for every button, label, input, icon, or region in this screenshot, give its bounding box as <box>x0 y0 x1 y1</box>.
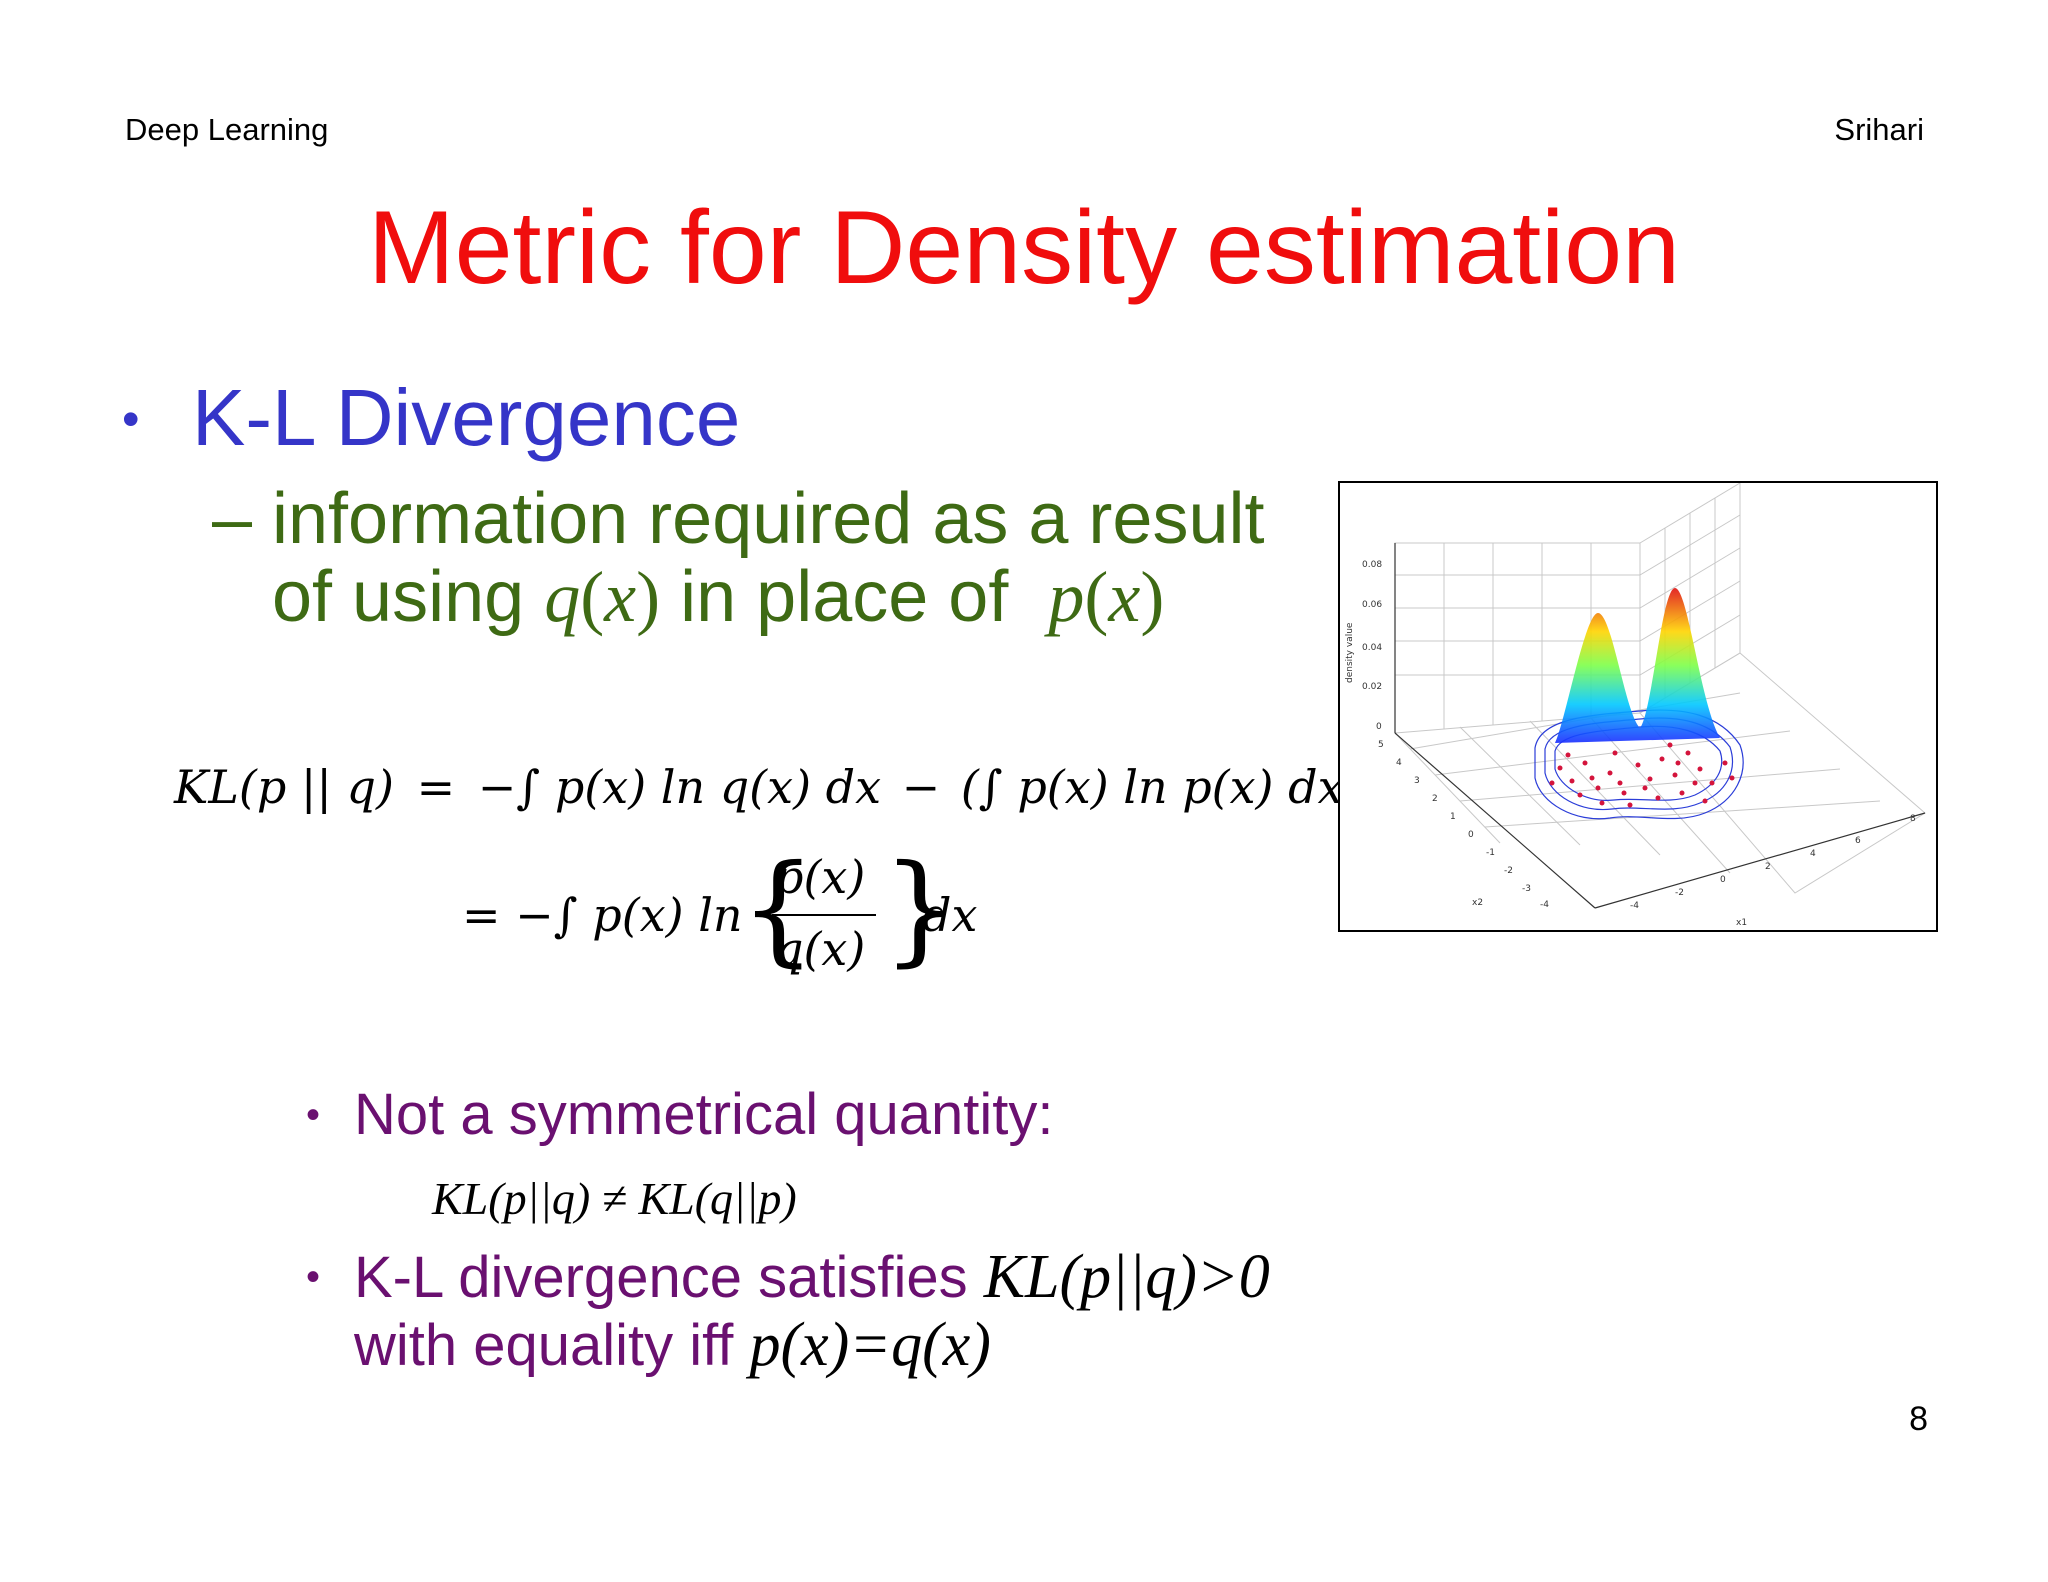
x2-tick-8: -3 <box>1522 884 1531 894</box>
plot-axes <box>1394 543 1926 909</box>
bullet-marker: • <box>306 1255 321 1299</box>
density-plot-svg: 0.08 0.06 0.04 0.02 0 density value 5 4 … <box>1345 482 1926 928</box>
density-plot-figure: 0.08 0.06 0.04 0.02 0 density value 5 4 … <box>1338 481 1938 932</box>
eq-lhs: KL(p || q) <box>174 760 394 814</box>
page-number: 8 <box>1909 1400 1928 1438</box>
x1-tick-0: -4 <box>1630 901 1639 911</box>
sub-line-1: information required as a result <box>272 479 1265 559</box>
x2-tick-7: -2 <box>1504 866 1513 876</box>
eq-numerator: p(x) <box>774 850 866 904</box>
sub-line-2: of using q(x) in place of p(x) <box>272 557 1165 637</box>
right-brace: } <box>882 840 959 979</box>
eq-line2-prefix: = −∫ p(x) ln <box>462 888 743 942</box>
z-tick-0: 0.08 <box>1362 560 1382 570</box>
sample-points <box>1549 742 1735 808</box>
x1-tick-6: 8 <box>1910 814 1916 824</box>
y-axis-label: density value <box>1345 622 1355 683</box>
bullet-marker: • <box>122 391 140 447</box>
slide-title: Metric for Density estimation <box>368 190 1680 306</box>
x2-tick-2: 3 <box>1414 776 1420 786</box>
eq-minus: − <box>901 760 941 814</box>
bullet-line-2: with equality iff p(x)=q(x) <box>354 1311 991 1379</box>
eq-part2: (∫ p(x) ln p(x) dx) <box>960 760 1362 814</box>
dash-marker: – <box>212 479 253 559</box>
bullet-line-1: K-L divergence satisfies KL(p||q)>0 <box>354 1243 1270 1311</box>
x2-tick-6: -1 <box>1486 848 1495 858</box>
x1-tick-4: 4 <box>1810 849 1816 859</box>
bullet-text: K-L Divergence <box>192 373 741 462</box>
x1-tick-1: -2 <box>1675 888 1684 898</box>
x2-tick-4: 1 <box>1450 812 1456 822</box>
x2-tick-3: 2 <box>1432 794 1438 804</box>
density-peaks <box>1555 588 1720 743</box>
bullet-marker: • <box>306 1093 321 1137</box>
z-tick-1: 0.06 <box>1362 600 1382 610</box>
x2-tick-1: 4 <box>1396 758 1402 768</box>
z-tick-2: 0.04 <box>1362 643 1382 653</box>
x2-tick-5: 0 <box>1468 830 1474 840</box>
kl-inequality: KL(p||q) ≠ KL(q||p) <box>432 1173 797 1224</box>
left-brace: { <box>740 840 817 979</box>
x1-tick-5: 6 <box>1855 836 1861 846</box>
x1-tick-2: 0 <box>1720 875 1726 885</box>
bullet-text: Not a symmetrical quantity: <box>354 1082 1054 1147</box>
z-tick-3: 0.02 <box>1362 682 1382 692</box>
author-name: Srihari <box>1834 112 1924 147</box>
course-name: Deep Learning <box>125 112 329 147</box>
x1-axis-label: x1 <box>1736 918 1747 928</box>
eq-equals: = <box>416 760 456 814</box>
x2-axis-label: x2 <box>1472 898 1483 908</box>
fraction-bar <box>772 914 876 916</box>
x1-tick-3: 2 <box>1765 862 1771 872</box>
x2-tick-0: 5 <box>1378 740 1384 750</box>
z-tick-4: 0 <box>1376 722 1382 732</box>
eq-part1: −∫ p(x) ln q(x) dx <box>477 760 882 814</box>
kl-equation-line-1: KL(p || q) = −∫ p(x) ln q(x) dx − (∫ p(x… <box>174 760 1361 814</box>
eq-denominator: q(x) <box>774 922 866 976</box>
x2-tick-9: -4 <box>1540 900 1549 910</box>
eq-dx: dx <box>922 888 978 942</box>
